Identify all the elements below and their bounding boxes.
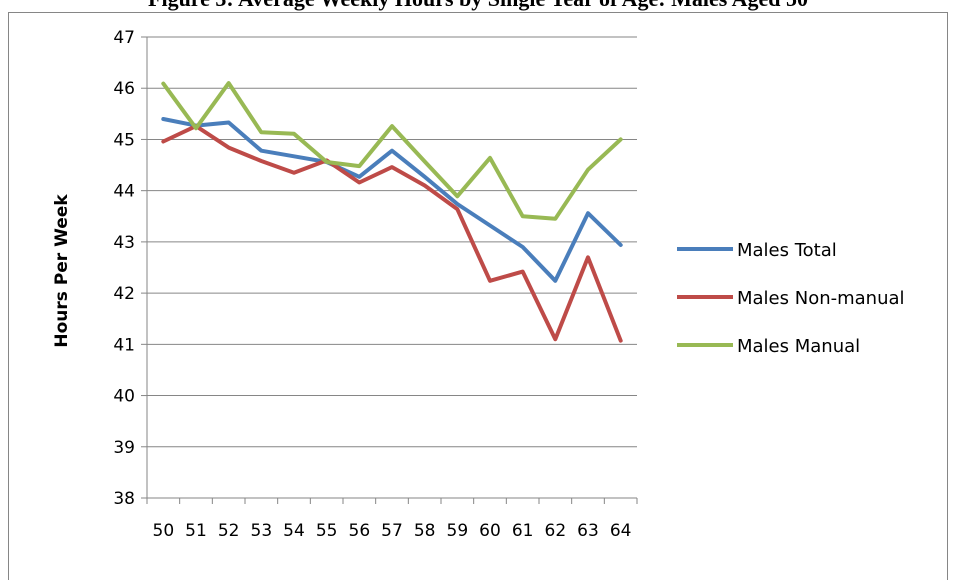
y-tick-label: 39 xyxy=(113,438,135,458)
x-tick-label: 55 xyxy=(316,521,338,541)
y-tick-label: 42 xyxy=(113,284,135,304)
y-tick-label: 40 xyxy=(113,387,135,407)
axes: 38 39 40 41 42 43 44 45 46 47 50 51 52 53 54 55 56 57 58 59… xyxy=(113,28,638,541)
x-tick-label: 57 xyxy=(381,521,403,541)
x-tick-label: 53 xyxy=(251,521,273,541)
series-line-males-manual xyxy=(161,81,623,221)
x-tick-label: 61 xyxy=(512,521,534,541)
y-tick-label: 45 xyxy=(113,130,135,150)
y-tick-label: 46 xyxy=(113,79,135,99)
x-tick-label: 63 xyxy=(577,521,599,541)
y-tick-label: 41 xyxy=(113,335,135,355)
chart-frame xyxy=(8,12,948,580)
legend: Males Total Males Non-manual Males Manual xyxy=(677,240,905,357)
legend-label-males-non-manual: Males Non-manual xyxy=(737,288,905,309)
x-tick-label: 54 xyxy=(283,521,305,541)
legend-label-males-total: Males Total xyxy=(737,240,837,261)
x-tick-label: 59 xyxy=(447,521,469,541)
x-tick-label: 62 xyxy=(545,521,567,541)
y-tick-label: 43 xyxy=(113,233,135,253)
series-line-males-non-manual xyxy=(161,124,623,343)
series-line-males-total xyxy=(161,117,623,283)
y-axis-title: Hours Per Week xyxy=(52,194,72,348)
x-tick-label: 50 xyxy=(153,521,175,541)
series-layer xyxy=(161,81,623,343)
chart-title: Figure 3: Average Weekly Hours by Single… xyxy=(0,0,956,12)
x-tick-label: 56 xyxy=(349,521,371,541)
x-tick-label: 51 xyxy=(185,521,207,541)
y-tick-label: 38 xyxy=(113,489,135,509)
x-tick-label: 64 xyxy=(610,521,632,541)
x-tick-label: 58 xyxy=(414,521,436,541)
x-tick-label: 52 xyxy=(218,521,240,541)
y-tick-label: 44 xyxy=(113,182,135,202)
x-tick-label: 60 xyxy=(479,521,501,541)
y-tick-label: 47 xyxy=(113,28,135,48)
legend-label-males-manual: Males Manual xyxy=(737,336,860,357)
